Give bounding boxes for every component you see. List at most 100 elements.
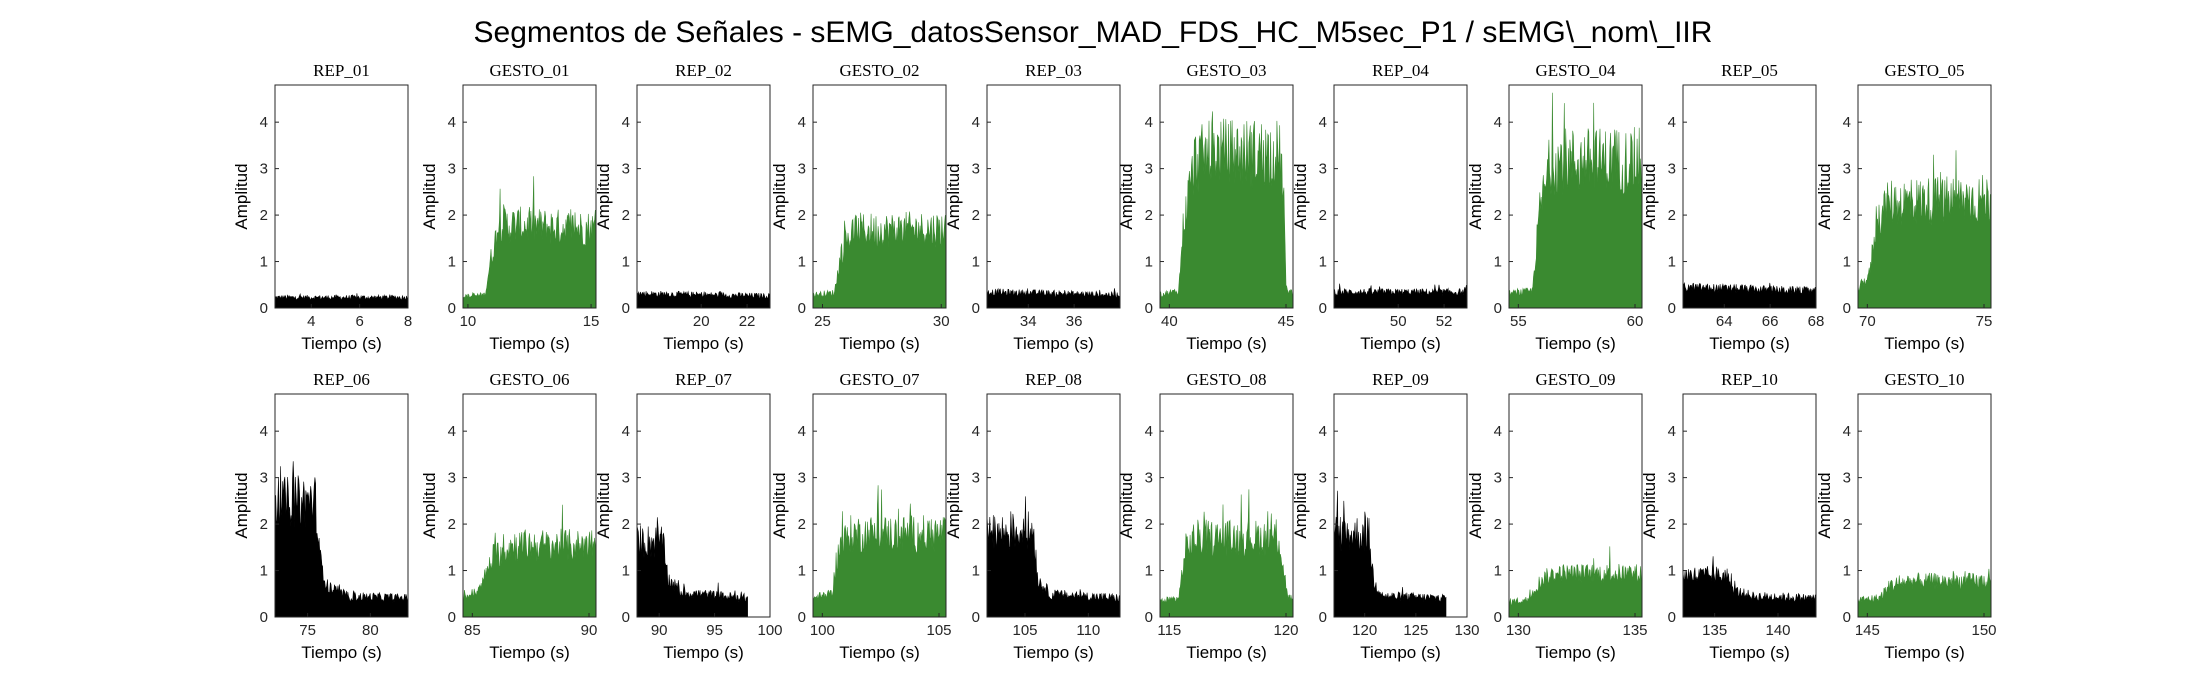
y-tick-label: 2 xyxy=(1843,207,1851,224)
y-tick-label: 3 xyxy=(1145,161,1153,178)
y-tick-label: 1 xyxy=(1668,563,1676,580)
x-tick-label: 135 xyxy=(1622,622,1647,639)
subplot-rep-06: REP_06 0 1 2 3 4 75 80 Tiempo (s) Amplitud xyxy=(232,370,409,662)
axes-background xyxy=(1334,85,1467,308)
y-tick-label: 4 xyxy=(260,114,268,131)
y-tick-label: 4 xyxy=(1494,423,1502,440)
x-tick-label: 68 xyxy=(1808,313,1825,330)
axes-box xyxy=(986,393,1121,618)
axes-box xyxy=(1333,84,1468,309)
y-tick-label: 4 xyxy=(1319,423,1327,440)
x-tick-label: 30 xyxy=(933,313,950,330)
axes-box xyxy=(986,84,1121,309)
signal-area xyxy=(1857,150,1991,309)
subplot-grid: REP_01 0 1 2 3 4 4 6 8 Tiempo (s) Amplitud GESTO_01… xyxy=(232,61,1997,662)
y-axis-label: Amplitud xyxy=(232,472,251,538)
signal-area xyxy=(812,211,946,309)
x-tick-label: 10 xyxy=(460,313,477,330)
axes-box xyxy=(1508,393,1643,618)
x-tick-label: 66 xyxy=(1762,313,1779,330)
axes-box xyxy=(1857,393,1992,618)
subplot-title: REP_06 xyxy=(313,370,370,389)
y-axis-label: Amplitud xyxy=(232,163,251,229)
x-tick-label: 40 xyxy=(1161,313,1178,330)
axes-box xyxy=(1682,393,1817,618)
x-tick-label: 140 xyxy=(1765,622,1790,639)
subplot-gesto-04: GESTO_04 0 1 2 3 4 55 60 Tiempo (s) Amplitud xyxy=(1466,61,1643,353)
signal-area xyxy=(1159,111,1293,309)
subplot-title: REP_03 xyxy=(1025,61,1082,80)
x-axis-label: Tiempo (s) xyxy=(1186,643,1267,662)
subplot-gesto-02: GESTO_02 0 1 2 3 4 25 30 Tiempo (s) Amplitud xyxy=(770,61,950,353)
axes-box xyxy=(462,84,597,309)
signal-area xyxy=(274,292,409,309)
x-tick-label: 80 xyxy=(362,622,379,639)
x-axis-label: Tiempo (s) xyxy=(1360,643,1441,662)
y-tick-label: 2 xyxy=(260,207,268,224)
axes-box xyxy=(1508,84,1643,309)
subplot-gesto-10: GESTO_10 0 1 2 3 4 145 150 Tiempo (s) Amplitud xyxy=(1815,370,1997,662)
subplot-title: GESTO_03 xyxy=(1187,61,1267,80)
signal-area xyxy=(1333,490,1447,618)
axes-box xyxy=(1159,84,1294,309)
y-tick-label: 1 xyxy=(798,254,806,271)
x-axis-label: Tiempo (s) xyxy=(489,643,570,662)
subplot-gesto-03: GESTO_03 0 1 2 3 4 40 45 Tiempo (s) Amplitud xyxy=(1117,61,1294,353)
x-tick-label: 60 xyxy=(1627,313,1644,330)
y-tick-label: 2 xyxy=(1668,516,1676,533)
x-tick-label: 22 xyxy=(739,313,756,330)
x-tick-label: 8 xyxy=(404,313,412,330)
y-tick-label: 0 xyxy=(448,300,456,317)
x-tick-label: 75 xyxy=(1976,313,1993,330)
y-axis-label: Amplitud xyxy=(1815,472,1834,538)
y-tick-label: 1 xyxy=(1319,254,1327,271)
y-tick-label: 3 xyxy=(1319,470,1327,487)
subplot-title: GESTO_01 xyxy=(490,61,570,80)
subplot-title: REP_01 xyxy=(313,61,370,80)
y-tick-label: 1 xyxy=(972,563,980,580)
axes-box xyxy=(1682,84,1817,309)
x-tick-label: 4 xyxy=(307,313,315,330)
x-tick-label: 105 xyxy=(1012,622,1037,639)
y-tick-label: 0 xyxy=(622,300,630,317)
signal-area xyxy=(636,290,770,309)
subplot-rep-05: REP_05 0 1 2 3 4 64 66 68 Tiempo (s) Amplitud xyxy=(1640,61,1824,353)
x-tick-label: 20 xyxy=(693,313,710,330)
x-axis-label: Tiempo (s) xyxy=(489,334,570,353)
y-tick-label: 3 xyxy=(1145,470,1153,487)
y-tick-label: 2 xyxy=(1319,207,1327,224)
signal-area xyxy=(812,485,946,618)
y-axis-label: Amplitud xyxy=(944,472,963,538)
subplot-title: REP_04 xyxy=(1372,61,1429,80)
subplot-title: GESTO_02 xyxy=(840,61,920,80)
x-tick-label: 70 xyxy=(1859,313,1876,330)
y-axis-label: Amplitud xyxy=(1815,163,1834,229)
y-axis-label: Amplitud xyxy=(1640,163,1659,229)
y-axis-label: Amplitud xyxy=(1291,163,1310,229)
x-tick-label: 150 xyxy=(1971,622,1996,639)
y-tick-label: 0 xyxy=(972,300,980,317)
y-tick-label: 1 xyxy=(1843,254,1851,271)
y-axis-label: Amplitud xyxy=(770,472,789,538)
subplot-rep-07: REP_07 0 1 2 3 4 90 95 100 Tiempo (s) Amplitud xyxy=(594,370,783,662)
y-axis-label: Amplitud xyxy=(1117,163,1136,229)
subplot-rep-09: REP_09 0 1 2 3 4 120 125 130 Tiempo (s) Amplitud xyxy=(1291,370,1480,662)
y-tick-label: 0 xyxy=(448,609,456,626)
x-tick-label: 145 xyxy=(1855,622,1880,639)
y-tick-label: 1 xyxy=(1494,254,1502,271)
y-tick-label: 1 xyxy=(622,254,630,271)
x-axis-label: Tiempo (s) xyxy=(1884,643,1965,662)
signal-area xyxy=(636,517,748,618)
signal-area xyxy=(1508,92,1642,309)
y-tick-label: 2 xyxy=(798,207,806,224)
x-tick-label: 64 xyxy=(1716,313,1733,330)
x-tick-label: 130 xyxy=(1506,622,1531,639)
x-axis-label: Tiempo (s) xyxy=(1884,334,1965,353)
subplot-title: GESTO_05 xyxy=(1885,61,1965,80)
axes-box xyxy=(636,84,771,309)
y-tick-label: 4 xyxy=(972,423,980,440)
y-tick-label: 0 xyxy=(1319,609,1327,626)
x-axis-label: Tiempo (s) xyxy=(1186,334,1267,353)
y-tick-label: 4 xyxy=(1319,114,1327,131)
y-tick-label: 1 xyxy=(1145,254,1153,271)
